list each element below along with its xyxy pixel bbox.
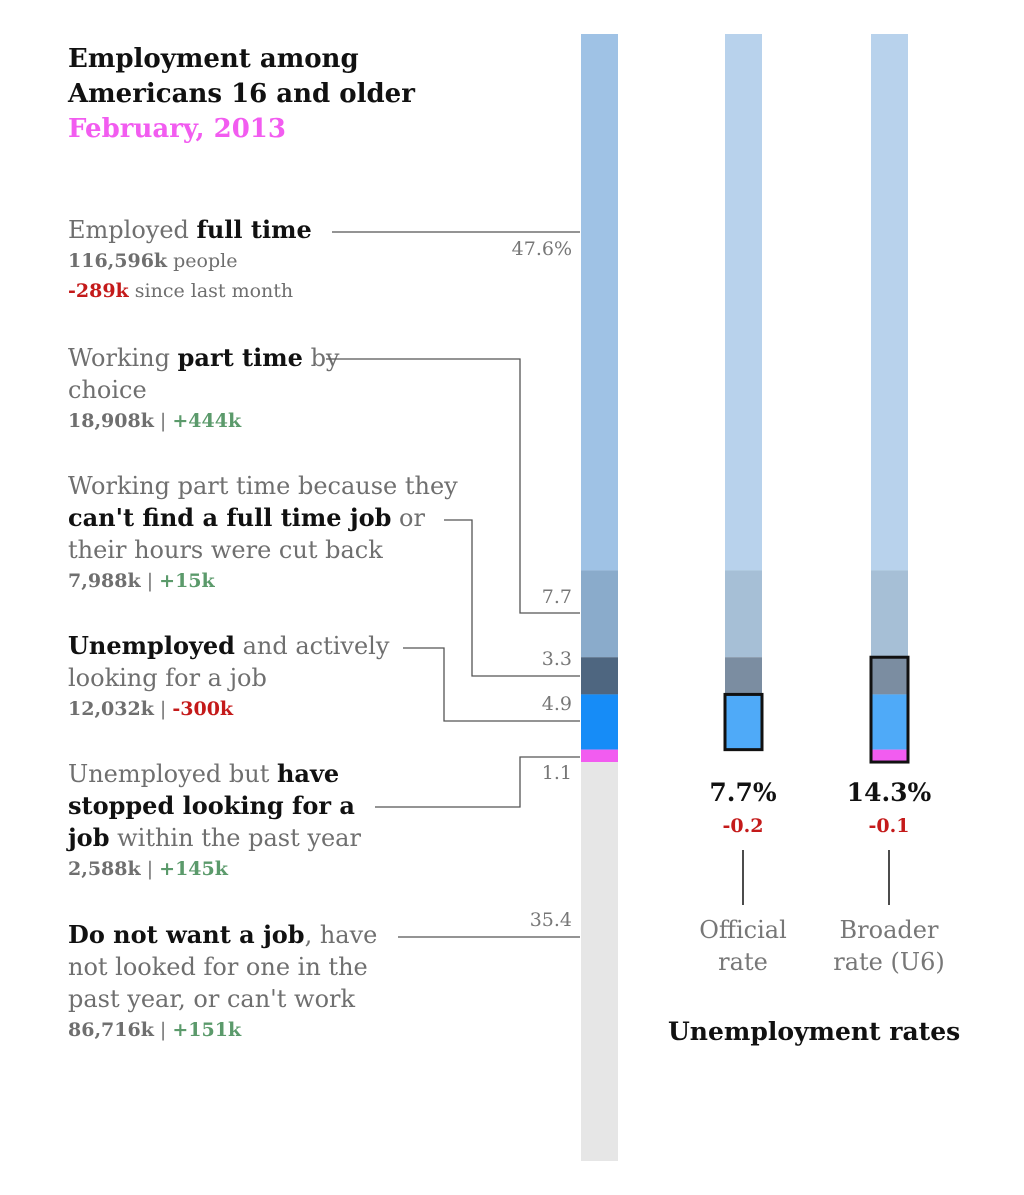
pct-label-unemployed: 4.9 [541, 693, 572, 715]
official-segment-full-time [725, 34, 762, 571]
category-label-post: , have not looked for one in the past ye… [68, 921, 378, 1013]
category-label-bold: full time [196, 215, 312, 244]
leader-lines [326, 231, 580, 938]
category-label-post: within the past year [109, 824, 361, 852]
official-segment-part-time-choice [725, 570, 762, 658]
official-segment-unemployed [725, 694, 762, 750]
chart-title-line1: Employment among [68, 44, 359, 74]
category-label-pre: Employed [68, 216, 197, 244]
category-count: 116,596k [68, 250, 168, 272]
broader-segment-unemployed [871, 694, 908, 750]
broader-rate-label-line2: rate (U6) [833, 948, 945, 976]
bar-segment-part-time-choice [581, 570, 618, 658]
official-rate-bar [723, 34, 764, 765]
broader-segment-stopped-looking [871, 749, 908, 763]
chart-title-line2: Americans 16 and older [68, 79, 415, 109]
category-label-post: by choice [68, 344, 340, 404]
category-count-suffix: people [167, 250, 238, 272]
pct-label-part-time-involuntary: 3.3 [541, 648, 572, 670]
category-count: 86,716k [68, 1019, 154, 1041]
chart-title: Employment among Americans 16 and older … [68, 42, 415, 147]
leader-line-stopped-looking [375, 756, 580, 808]
category-label-pre: Unemployed but [68, 760, 277, 788]
official-rate-outline [723, 692, 764, 752]
leader-line-unemployed [403, 647, 580, 722]
broader-rate-value: 14.3% [846, 778, 932, 807]
chart-subtitle: February, 2013 [68, 114, 286, 144]
category-count: 18,908k [68, 410, 154, 432]
category-not-want-job: Do not want a job, have not looked for o… [68, 920, 378, 1041]
official-rate-value: 7.7% [709, 778, 777, 807]
leader-line-part-time-choice [326, 358, 580, 614]
broader-rate-label-line1: Broader [839, 916, 939, 944]
bar-segment-stopped-looking [581, 749, 618, 763]
pct-label-part-time-choice: 7.7 [541, 586, 572, 608]
bar-segment-full-time [581, 34, 618, 571]
official-excluded-cover [725, 749, 762, 765]
category-label-bold: have stopped looking for a job [68, 759, 355, 852]
category-label-post: and actively looking for a job [68, 632, 390, 692]
category-change: +444k [172, 410, 242, 432]
category-change-suffix: since last month [128, 280, 294, 302]
category-count: 12,032k [68, 698, 154, 720]
category-label-bold: Do not want a job [68, 920, 305, 949]
leader-line-part-time-involuntary [444, 519, 580, 677]
official-rate-label-line1: Official [699, 916, 787, 944]
category-count: 2,588k [68, 858, 141, 880]
unemployment-rates-title: Unemployment rates [668, 1017, 961, 1046]
broader-rate-bar [869, 34, 910, 764]
broader-segment-full-time [871, 34, 908, 571]
category-change: +151k [172, 1019, 242, 1041]
category-change: -300k [172, 698, 234, 720]
category-label-pre: Working part time because they [68, 472, 458, 500]
pct-label-stopped-looking: 1.1 [541, 762, 572, 784]
broader-rate-label: Broader rate (U6) [819, 914, 959, 978]
category-count: 7,988k [68, 570, 141, 592]
category-part-time-involuntary: Working part time because they can't fin… [68, 472, 458, 592]
category-change: -289k [68, 280, 129, 302]
rate-tick-lines [742, 850, 890, 905]
official-rate-label-line2: rate [718, 948, 768, 976]
category-full-time: Employed full time 116,596k people -289k… [68, 214, 368, 306]
category-label-pre: Working [68, 344, 178, 372]
official-rate-label: Official rate [673, 914, 813, 978]
broader-rate-outline [869, 655, 910, 764]
category-stopped-looking: Unemployed but have stopped looking for … [68, 759, 361, 880]
category-change: +15k [159, 570, 215, 592]
pct-label-full-time: 47.6% [511, 238, 572, 260]
category-label-bold: part time [177, 343, 303, 372]
bar-segment-unemployed [581, 694, 618, 750]
bar-segment-not-want-job [581, 762, 618, 1161]
category-label-bold: can't find a full time job [68, 503, 392, 532]
category-unemployed-looking: Unemployed and actively looking for a jo… [68, 631, 390, 720]
category-part-time-choice: Working part time by choice 18,908k | +4… [68, 343, 340, 432]
broader-rate-change: -0.1 [868, 815, 910, 837]
bar-segment-part-time-involuntary [581, 657, 618, 695]
official-segment-part-time-involuntary [725, 657, 762, 695]
broader-segment-part-time-choice [871, 570, 908, 658]
broader-segment-part-time-involuntary [871, 657, 908, 695]
official-rate-change: -0.2 [722, 815, 764, 837]
category-label-post: or their hours were cut back [68, 504, 425, 564]
category-change: +145k [159, 858, 228, 880]
main-stacked-bar [581, 34, 618, 1161]
pct-label-not-want-job: 35.4 [529, 909, 572, 931]
category-label-bold: Unemployed [68, 631, 235, 660]
